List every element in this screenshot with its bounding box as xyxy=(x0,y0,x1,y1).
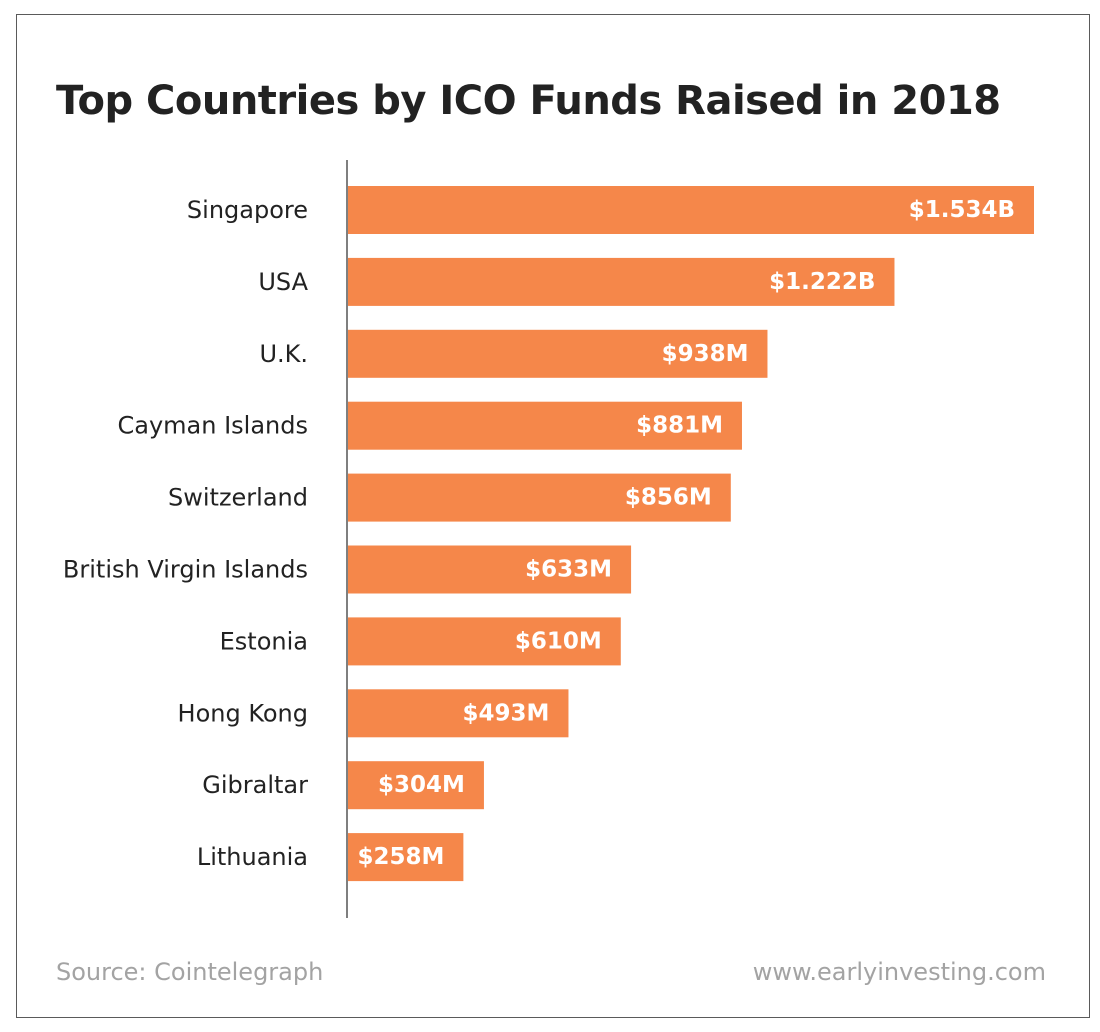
bar xyxy=(348,473,731,522)
bar-value-label: $856M xyxy=(625,485,712,511)
bar-value-label: $1.222B xyxy=(769,269,875,295)
bar-value-label: $881M xyxy=(636,413,723,439)
bar xyxy=(348,401,742,450)
bar xyxy=(348,186,1034,234)
category-label: Cayman Islands xyxy=(118,412,309,440)
category-label: USA xyxy=(258,268,308,296)
bar-value-label: $304M xyxy=(378,772,465,798)
category-label: U.K. xyxy=(259,340,308,368)
bar xyxy=(348,545,632,594)
bar-value-label: $938M xyxy=(662,341,749,367)
chart-frame xyxy=(16,14,1090,1018)
bar xyxy=(348,689,569,738)
bar xyxy=(348,329,768,378)
bar xyxy=(348,257,895,306)
category-label: Switzerland xyxy=(168,484,308,512)
category-label: Singapore xyxy=(187,196,308,224)
category-label: Lithuania xyxy=(197,843,308,871)
category-label: Estonia xyxy=(220,627,308,655)
website-url: www.earlyinvesting.com xyxy=(752,958,1046,986)
bar-value-label: $610M xyxy=(515,628,602,654)
bar-value-label: $1.534B xyxy=(909,197,1015,223)
source-note: Source: Cointelegraph xyxy=(56,958,324,986)
bar-value-label: $258M xyxy=(357,844,444,870)
category-label: British Virgin Islands xyxy=(63,556,308,584)
chart-title: Top Countries by ICO Funds Raised in 201… xyxy=(56,78,1001,124)
bar xyxy=(348,761,484,810)
category-label: Gibraltar xyxy=(202,771,308,799)
bar xyxy=(348,833,464,882)
bar-value-label: $493M xyxy=(463,700,550,726)
category-label: Hong Kong xyxy=(178,699,308,727)
bar-value-label: $633M xyxy=(525,557,612,583)
bar xyxy=(348,617,621,666)
